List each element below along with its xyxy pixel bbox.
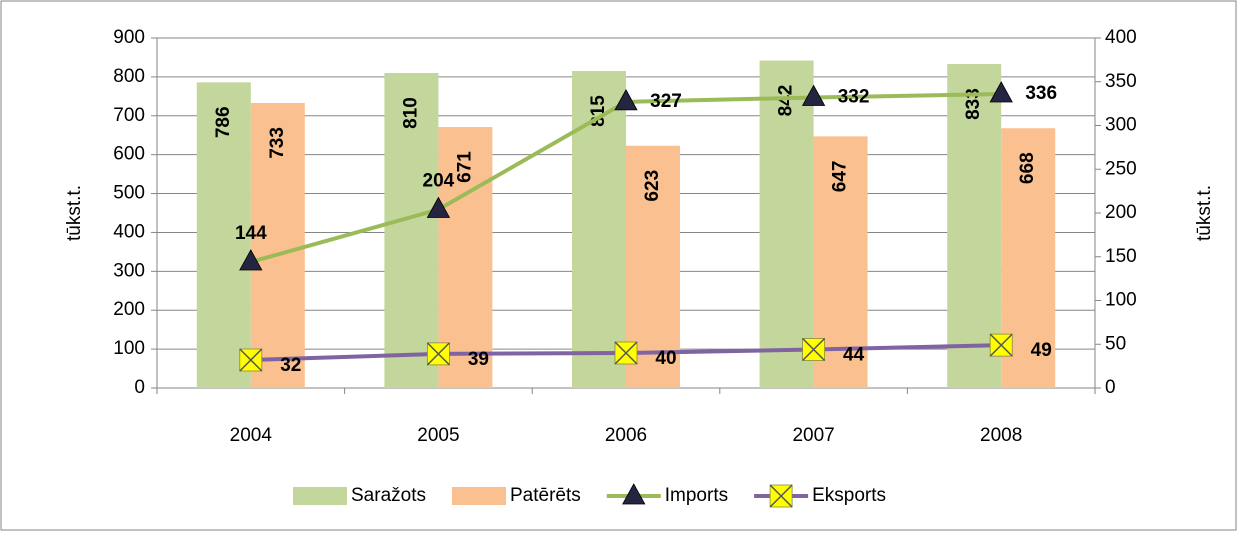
legend-label: Patērēts xyxy=(510,485,581,506)
marker-x xyxy=(239,348,263,372)
marker-x xyxy=(802,337,826,362)
y-tick-label: 500 xyxy=(113,183,145,204)
line-value-label: 144 xyxy=(235,223,267,244)
legend-label: Imports xyxy=(665,485,728,506)
bar xyxy=(196,82,251,388)
bar xyxy=(250,102,305,388)
line-value-label: 40 xyxy=(655,348,676,369)
marker xyxy=(802,337,826,362)
bar xyxy=(572,71,626,389)
marker xyxy=(801,84,826,106)
line-value-label: 204 xyxy=(423,171,455,192)
bar-value-label: 623 xyxy=(642,170,663,202)
marker-x xyxy=(989,333,1013,357)
x-tick-label: 2005 xyxy=(417,425,459,446)
y2-tick-label: 250 xyxy=(1105,158,1137,179)
y-tick-label: 700 xyxy=(113,105,145,126)
legend-label: Saražots xyxy=(351,485,426,506)
y2-tick-label: 350 xyxy=(1105,71,1137,92)
y-tick-label: 900 xyxy=(113,27,145,48)
x-tick-label: 2004 xyxy=(230,425,273,446)
y-axis-label: tūkst.t. xyxy=(64,185,85,241)
y-tick-label: 800 xyxy=(113,66,145,87)
line-value-label: 49 xyxy=(1031,340,1052,361)
y-tick-label: 0 xyxy=(134,377,145,398)
marker xyxy=(614,341,638,365)
marker xyxy=(614,89,638,111)
marker-x xyxy=(614,341,638,365)
line-value-label: 39 xyxy=(468,349,489,370)
marker xyxy=(239,348,263,372)
x-tick-label: 2008 xyxy=(980,425,1022,446)
bar-value-label: 671 xyxy=(454,151,475,183)
marker xyxy=(989,81,1013,103)
bar-value-label: 668 xyxy=(1017,152,1038,184)
x-tick-label: 2006 xyxy=(605,425,647,446)
bar-value-label: 647 xyxy=(830,161,851,193)
marker-x xyxy=(426,342,450,366)
line-value-label: 332 xyxy=(838,87,870,108)
y2-tick-label: 200 xyxy=(1105,202,1137,223)
marker xyxy=(426,196,451,218)
bar xyxy=(759,60,814,389)
y2-tick-label: 400 xyxy=(1105,27,1137,48)
legend-swatch xyxy=(451,487,506,505)
y2-tick-label: 50 xyxy=(1105,333,1126,354)
y-tick-label: 400 xyxy=(113,221,145,242)
bar-value-label: 733 xyxy=(267,127,288,159)
bar-value-label: 810 xyxy=(400,97,421,129)
marker xyxy=(239,249,263,271)
marker-x xyxy=(769,484,793,508)
marker xyxy=(622,483,646,505)
legend-label: Eksports xyxy=(812,485,886,506)
marker xyxy=(426,342,450,366)
y2-tick-label: 150 xyxy=(1105,246,1137,267)
y-tick-label: 100 xyxy=(113,338,145,359)
line-value-label: 32 xyxy=(280,355,301,376)
y-tick-label: 200 xyxy=(113,299,145,320)
line-value-label: 44 xyxy=(843,345,865,366)
line-value-label: 336 xyxy=(1025,83,1057,104)
y2-tick-label: 100 xyxy=(1105,290,1137,311)
y2-tick-label: 300 xyxy=(1105,115,1137,136)
y2-axis-label: tūkst.t. xyxy=(1194,185,1215,241)
bar xyxy=(384,73,439,388)
marker xyxy=(769,484,793,508)
bar-value-label: 786 xyxy=(213,106,234,138)
bar-value-label: 842 xyxy=(776,85,797,117)
y2-tick-label: 0 xyxy=(1105,377,1116,398)
legend-swatch xyxy=(293,487,347,505)
y-tick-label: 300 xyxy=(113,260,145,281)
y-tick-label: 600 xyxy=(113,144,145,165)
marker xyxy=(989,333,1013,357)
x-tick-label: 2007 xyxy=(792,425,834,446)
line-value-label: 327 xyxy=(650,91,682,112)
